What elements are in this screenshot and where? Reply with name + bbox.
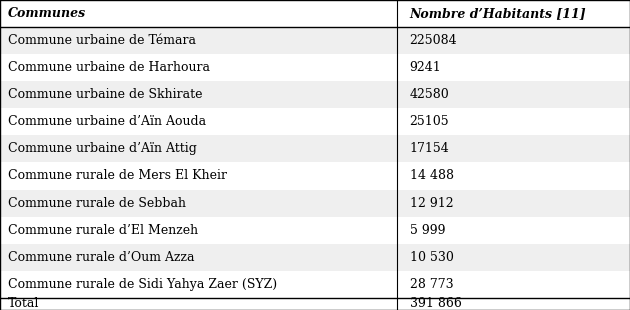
Text: Total: Total (8, 297, 39, 310)
Bar (0, 162, 397, 189)
Bar (0, 271, 397, 298)
Bar (0, 0, 397, 27)
Bar (0, 54, 397, 81)
Bar (0, 108, 397, 135)
Text: 17154: 17154 (410, 142, 449, 155)
Text: 391 866: 391 866 (410, 297, 461, 310)
Bar (397, 81, 630, 108)
Text: Communes: Communes (8, 7, 86, 20)
Bar (0, 81, 397, 108)
Bar (397, 271, 630, 298)
Text: Commune urbaine de Témara: Commune urbaine de Témara (8, 34, 195, 47)
Bar (397, 217, 630, 244)
Text: Commune rurale de Sidi Yahya Zaer (SYZ): Commune rurale de Sidi Yahya Zaer (SYZ) (8, 278, 277, 291)
Bar (397, 244, 630, 271)
Bar (397, 27, 630, 54)
Bar (397, 54, 630, 81)
Bar (0, 298, 397, 310)
Bar (0, 27, 397, 54)
Text: Nombre d’Habitants [11]: Nombre d’Habitants [11] (410, 7, 586, 20)
Text: Commune rurale de Mers El Kheir: Commune rurale de Mers El Kheir (8, 170, 227, 183)
Text: 9241: 9241 (410, 61, 441, 74)
Bar (397, 298, 630, 310)
Bar (397, 0, 630, 27)
Bar (0, 244, 397, 271)
Bar (397, 162, 630, 189)
Text: Commune rurale de Sebbah: Commune rurale de Sebbah (8, 197, 186, 210)
Text: Commune urbaine d’Aïn Aouda: Commune urbaine d’Aïn Aouda (8, 115, 205, 128)
Text: 10 530: 10 530 (410, 251, 454, 264)
Text: 5 999: 5 999 (410, 224, 445, 237)
Text: Commune urbaine d’Aïn Attig: Commune urbaine d’Aïn Attig (8, 142, 197, 155)
Text: Commune rurale d’El Menzeh: Commune rurale d’El Menzeh (8, 224, 198, 237)
Bar (397, 135, 630, 162)
Bar (0, 217, 397, 244)
Bar (397, 189, 630, 217)
Text: Commune urbaine de Skhirate: Commune urbaine de Skhirate (8, 88, 202, 101)
Text: 14 488: 14 488 (410, 170, 454, 183)
Text: Commune rurale d’Oum Azza: Commune rurale d’Oum Azza (8, 251, 194, 264)
Text: 25105: 25105 (410, 115, 449, 128)
Bar (0, 135, 397, 162)
Text: 28 773: 28 773 (410, 278, 453, 291)
Bar (0, 189, 397, 217)
Text: 12 912: 12 912 (410, 197, 453, 210)
Text: 225084: 225084 (410, 34, 457, 47)
Text: Commune urbaine de Harhoura: Commune urbaine de Harhoura (8, 61, 210, 74)
Text: 42580: 42580 (410, 88, 449, 101)
Bar (397, 108, 630, 135)
